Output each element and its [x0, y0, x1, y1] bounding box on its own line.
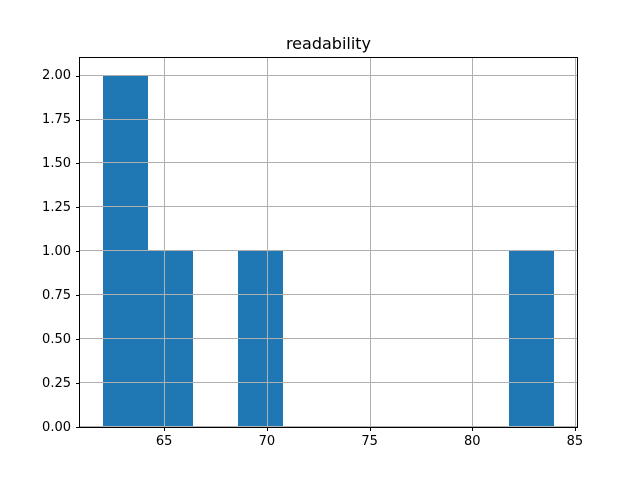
y-tick-mark: [76, 75, 80, 77]
gridline-horizontal: [80, 118, 577, 120]
plot-area: [79, 57, 578, 428]
x-tick-label: 85: [566, 434, 584, 449]
histogram-bar: [238, 251, 284, 427]
gridline-horizontal: [80, 382, 577, 384]
y-tick-mark: [76, 119, 80, 121]
histogram-bar: [509, 251, 555, 427]
x-tick-mark: [574, 427, 576, 431]
y-tick-label: 1.25: [42, 199, 71, 215]
y-tick-label: 2.00: [42, 68, 71, 84]
x-tick-label: 80: [464, 434, 481, 449]
x-tick-mark: [369, 427, 371, 431]
y-tick-label: 0.00: [42, 419, 71, 435]
gridline-horizontal: [80, 426, 577, 427]
x-tick-label: 75: [361, 434, 378, 449]
x-tick-label: 70: [258, 434, 276, 449]
gridline-vertical: [266, 58, 268, 427]
y-tick-mark: [76, 339, 80, 341]
y-tick-mark: [76, 427, 80, 428]
x-tick-label: 65: [155, 434, 173, 449]
gridline-horizontal: [80, 338, 577, 340]
gridline-horizontal: [80, 206, 577, 208]
y-tick-label: 0.25: [42, 375, 71, 391]
y-tick-label: 1.75: [42, 112, 71, 127]
gridline-vertical: [574, 58, 576, 427]
y-tick-label: 1.00: [42, 243, 71, 259]
y-tick-label: 0.50: [42, 331, 71, 347]
gridline-vertical: [369, 58, 371, 427]
gridline-horizontal: [80, 294, 577, 296]
y-tick-mark: [76, 207, 80, 209]
x-tick-mark: [472, 427, 474, 431]
y-tick-mark: [76, 251, 80, 253]
y-tick-label: 1.50: [42, 155, 71, 171]
gridline-horizontal: [80, 74, 577, 76]
gridline-vertical: [472, 58, 474, 427]
gridline-horizontal: [80, 162, 577, 164]
x-tick-mark: [164, 427, 166, 431]
y-tick-label: 0.75: [42, 287, 71, 303]
gridline-horizontal: [80, 250, 577, 252]
y-tick-mark: [76, 295, 80, 297]
axes-spines: [79, 57, 578, 428]
y-tick-mark: [76, 163, 80, 165]
chart-title: readability: [285, 34, 372, 53]
y-tick-mark: [76, 383, 80, 385]
x-tick-mark: [266, 427, 268, 431]
gridline-vertical: [164, 58, 166, 427]
histogram-bar: [147, 251, 193, 427]
